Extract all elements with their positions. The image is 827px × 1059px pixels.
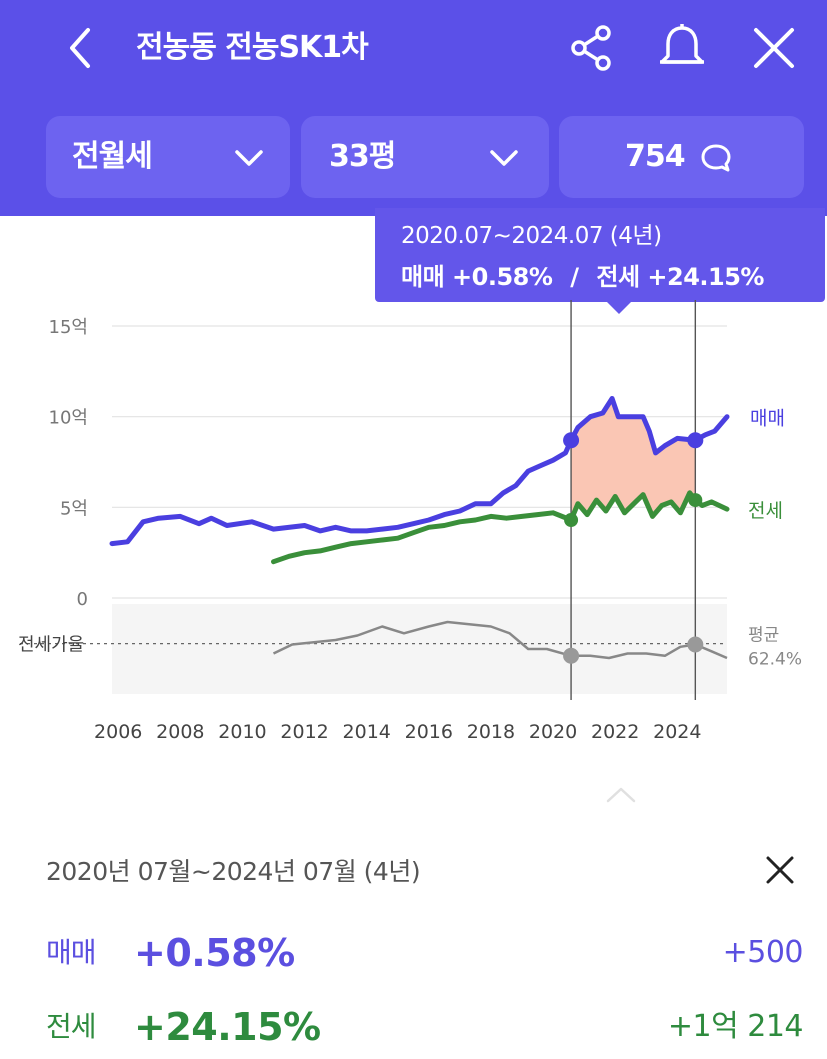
summary-sale-diff: +500 <box>722 935 804 970</box>
x-tick-label: 2018 <box>467 721 515 743</box>
expand-toggle[interactable] <box>604 783 638 805</box>
summary-sale-label: 매매 <box>46 936 97 969</box>
bell-icon <box>660 24 704 64</box>
chevron-up-icon <box>606 787 636 803</box>
x-tick-label: 2012 <box>280 721 328 743</box>
summary-jeonse-label: 전세 <box>46 1010 97 1043</box>
x-tick-label: 2020 <box>529 721 577 743</box>
x-tick-label: 2024 <box>653 721 701 743</box>
y-tick-label: 5억 <box>60 498 88 519</box>
chevron-down-icon <box>490 150 518 166</box>
tooltip-change: 매매 +0.58% / 전세 +24.15% <box>401 260 764 294</box>
tooltip-jeonse-change: 전세 +24.15% <box>596 263 764 291</box>
tooltip-arrow <box>607 302 631 314</box>
ratio-range-point <box>563 647 580 664</box>
alarm-button[interactable] <box>656 22 708 74</box>
area-select[interactable]: 33평 <box>301 116 549 198</box>
deal-type-label: 전월세 <box>72 139 153 174</box>
close-button[interactable] <box>748 22 800 74</box>
chevron-left-icon <box>70 28 90 68</box>
back-button[interactable] <box>58 22 106 74</box>
chevron-down-icon <box>235 150 263 166</box>
x-tick-label: 2014 <box>343 721 391 743</box>
tooltip-separator: / <box>570 263 579 291</box>
y-tick-label: 0 <box>77 589 88 610</box>
jeonse-series-label: 전세 <box>748 500 783 522</box>
highlight-region <box>571 399 696 520</box>
ratio-label: 전세가율 <box>18 635 84 656</box>
ratio-panel-bg <box>112 604 727 694</box>
header-bar: 전농동 전농SK1차 전월세 33평 <box>0 0 827 216</box>
summary-period: 2020년 07월~2024년 07월 (4년) <box>46 857 421 886</box>
tooltip-sale-change: 매매 +0.58% <box>401 263 553 291</box>
comment-icon <box>701 144 731 172</box>
ratio-range-point <box>687 636 704 653</box>
jeonse-range-point <box>688 493 703 508</box>
share-button[interactable] <box>566 22 618 74</box>
sale-series-label: 매매 <box>750 408 785 430</box>
close-icon <box>766 856 794 884</box>
x-tick-label: 2016 <box>405 721 453 743</box>
share-icon <box>571 25 611 71</box>
x-tick-label: 2022 <box>591 721 639 743</box>
ratio-average-label: 평균 <box>748 626 779 646</box>
period-tooltip: 2020.07~2024.07 (4년) 매매 +0.58% / 전세 +24.… <box>375 208 825 314</box>
deal-type-select[interactable]: 전월세 <box>46 116 290 198</box>
close-icon <box>754 28 794 68</box>
sale-range-point <box>687 432 704 449</box>
page-title: 전농동 전농SK1차 <box>136 30 369 65</box>
summary-sale-pct: +0.58% <box>134 931 295 975</box>
comment-count: 754 <box>625 139 686 174</box>
x-tick-label: 2010 <box>218 721 266 743</box>
ratio-series-line <box>272 620 728 660</box>
summary-jeonse-pct: +24.15% <box>134 1005 321 1049</box>
sale-range-point <box>563 432 580 449</box>
ratio-average-value: 62.4% <box>748 650 802 670</box>
area-label: 33평 <box>329 139 396 174</box>
jeonse-range-point <box>564 513 579 528</box>
x-tick-label: 2006 <box>94 721 142 743</box>
y-tick-label: 10억 <box>49 408 88 429</box>
comments-button[interactable]: 754 <box>559 116 804 198</box>
y-tick-label: 15억 <box>49 317 88 338</box>
summary-close-button[interactable] <box>760 850 800 890</box>
x-tick-label: 2008 <box>156 721 204 743</box>
sale-series-line <box>109 396 730 547</box>
summary-jeonse-diff: +1억 214 <box>667 1009 804 1044</box>
tooltip-period: 2020.07~2024.07 (4년) <box>401 223 662 249</box>
jeonse-series-line <box>271 490 730 565</box>
